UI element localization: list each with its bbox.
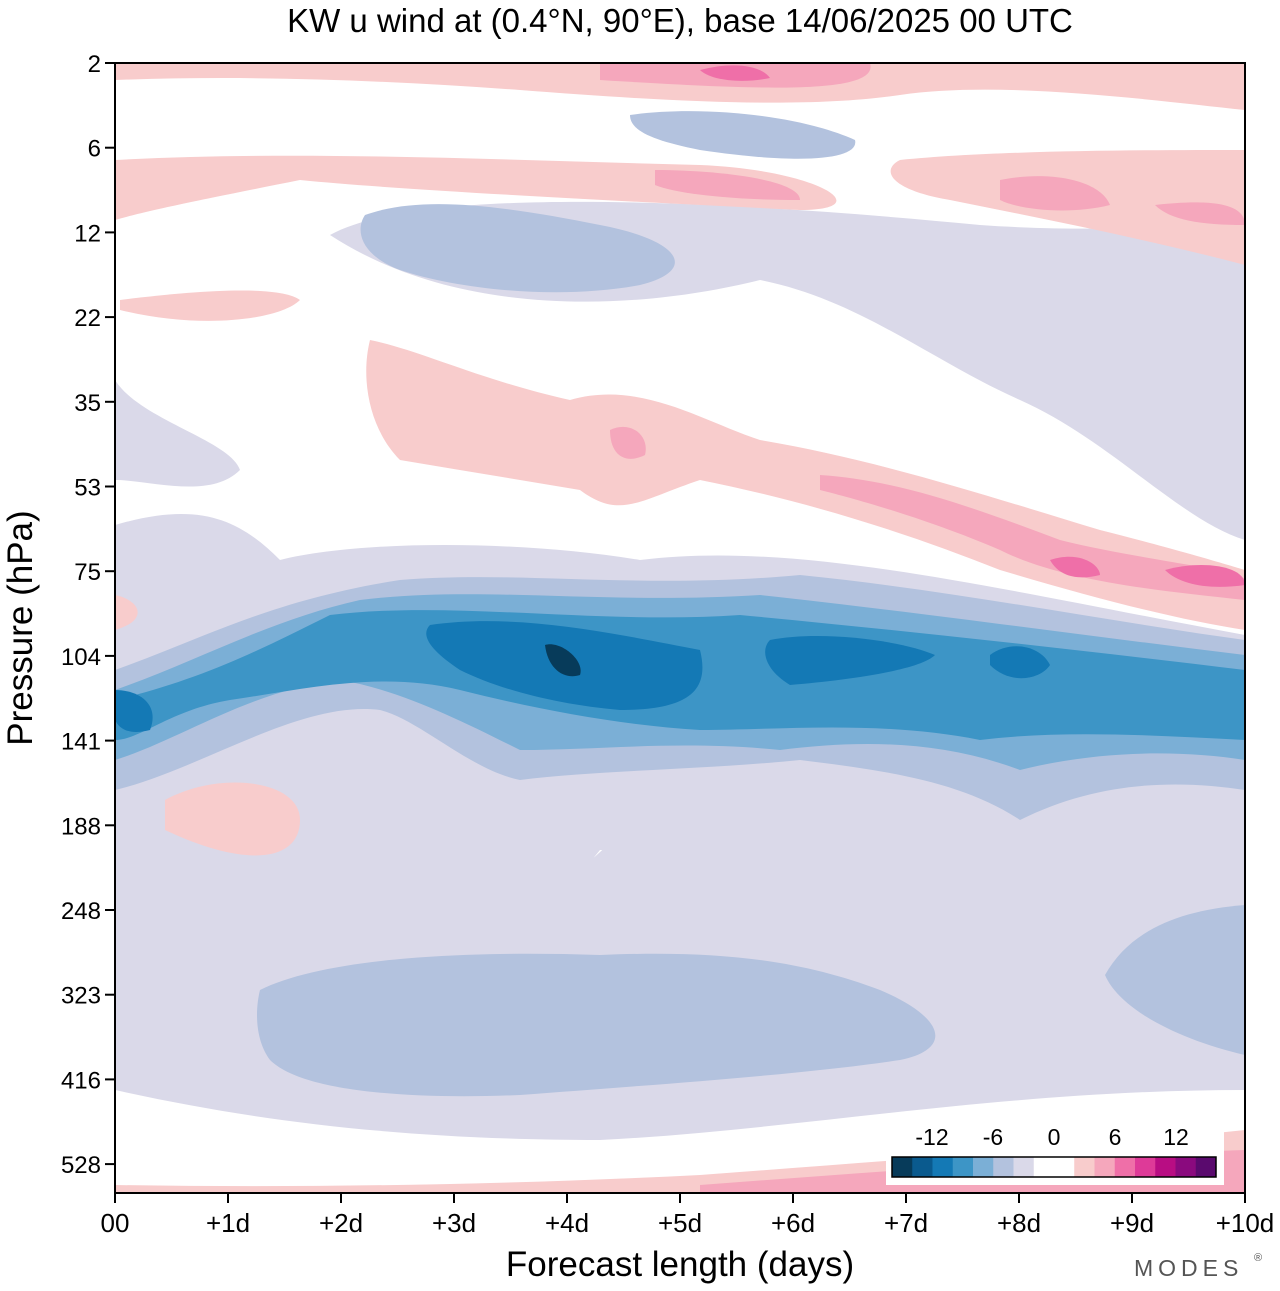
chart-title: KW u wind at (0.4°N, 90°E), base 14/06/2… [287, 2, 1073, 39]
colorbar-swatch [932, 1157, 954, 1177]
colorbar-swatch [1074, 1157, 1095, 1177]
colorbar-label: 12 [1163, 1124, 1189, 1150]
y-tick-label: 528 [61, 1152, 101, 1179]
contour-pink-top [115, 63, 1245, 110]
colorbar-swatch [1114, 1157, 1136, 1177]
x-tick-label: +9d [1110, 1208, 1154, 1238]
y-axis-label: Pressure (hPa) [1, 510, 40, 745]
x-tick-label: +2d [319, 1208, 363, 1238]
x-axis: 00 +1d +2d +3d +4d +5d +6d +7d +8d +9d +10d [101, 1193, 1275, 1238]
contour-pink-medium-8c [1155, 202, 1245, 225]
contour-pink-left75 [115, 595, 138, 630]
contour-pink-strong-75b [1165, 565, 1245, 587]
x-tick-label: +8d [997, 1208, 1041, 1238]
colorbar-swatch [1135, 1157, 1156, 1177]
contour-jet-lv2b [765, 635, 935, 685]
contour-lavender-left [115, 380, 240, 487]
colorbar-label: 6 [1109, 1124, 1122, 1150]
contour-pink-medium-35 [610, 426, 646, 459]
y-axis: 2 6 12 22 35 53 75 104 141 188 248 323 416 528 [61, 51, 115, 1179]
colorbar-label: -12 [915, 1124, 948, 1150]
y-tick-label: 188 [61, 813, 101, 840]
y-tick-label: 2 [88, 51, 101, 78]
contour-blue-light-6 [630, 111, 856, 159]
y-tick-label: 22 [74, 305, 101, 332]
x-tick-label: +4d [545, 1208, 589, 1238]
contour-jet-lv2d [115, 690, 153, 732]
contour-pink-strong-75 [1050, 556, 1100, 578]
colorbar-swatch [912, 1157, 933, 1177]
y-tick-label: 104 [61, 644, 101, 671]
x-tick-label: +3d [432, 1208, 476, 1238]
y-tick-label: 53 [74, 475, 101, 502]
y-tick-label: 141 [61, 729, 101, 756]
colorbar-swatch [1155, 1157, 1176, 1177]
colorbar-swatch [1175, 1157, 1197, 1177]
colorbar-swatch [1054, 1157, 1075, 1177]
modes-logo-registered-mark: ® [1254, 1252, 1262, 1264]
y-tick-label: 6 [88, 136, 101, 163]
x-tick-label: +5d [658, 1208, 702, 1238]
colorbar-swatch [952, 1157, 974, 1177]
colorbar-swatch [973, 1157, 994, 1177]
x-tick-label: +1d [206, 1208, 250, 1238]
y-tick-label: 35 [74, 390, 101, 417]
contour-blue-light-upper [257, 953, 936, 1097]
contour-pink-188 [165, 782, 300, 856]
colorbar-label: 0 [1048, 1124, 1061, 1150]
colorbar-swatch [1033, 1157, 1055, 1177]
colorbar-legend: -12 -6 0 6 12 [886, 1119, 1224, 1185]
colorbar-swatch [1195, 1157, 1217, 1177]
x-tick-label: +7d [884, 1208, 928, 1238]
x-tick-label: +10d [1216, 1208, 1275, 1238]
modes-logo: MODES [1134, 1255, 1243, 1281]
x-axis-label: Forecast length (days) [506, 1245, 854, 1284]
x-tick-label: +6d [771, 1208, 815, 1238]
contour-jet-core [545, 644, 581, 677]
y-tick-label: 12 [74, 220, 101, 247]
colorbar-swatch [1094, 1157, 1116, 1177]
colorbar-label: -6 [983, 1124, 1003, 1150]
y-tick-label: 248 [61, 898, 101, 925]
colorbar-border [891, 1156, 1217, 1178]
contour-jet-lv2c [990, 646, 1050, 679]
contour-blue-light-right [1105, 905, 1245, 1055]
contour-pink-strong-top [700, 65, 770, 81]
contour-pink-22 [120, 290, 300, 321]
contour-fills [115, 63, 1245, 1193]
colorbar-swatch [892, 1157, 913, 1177]
y-tick-label: 323 [61, 983, 101, 1010]
y-tick-label: 416 [61, 1067, 101, 1094]
contour-blue-light-12 [360, 204, 675, 293]
colorbar-swatch [1013, 1157, 1035, 1177]
colorbar-swatch [993, 1157, 1014, 1177]
contour-pink-medium-53 [820, 475, 1245, 600]
y-tick-label: 75 [74, 559, 101, 586]
x-tick-label: 00 [101, 1208, 130, 1238]
contour-pink-medium-8b [1000, 176, 1110, 211]
contour-pink-medium-8a [655, 170, 800, 200]
